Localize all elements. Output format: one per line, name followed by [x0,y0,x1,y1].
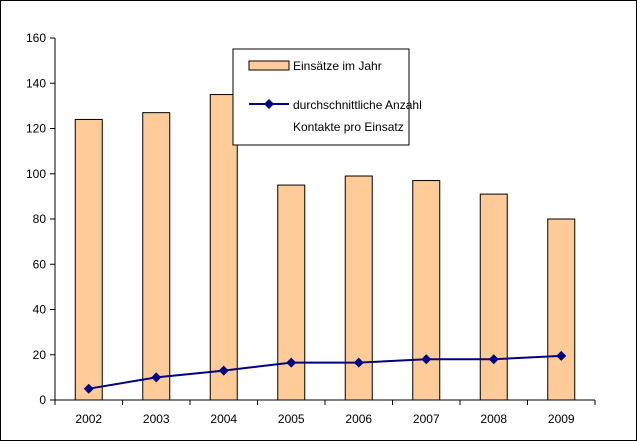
chart-legend: Einsätze im Jahr durchschnittliche Anzah… [232,48,422,146]
x-tick-label: 2008 [480,412,507,426]
bar [479,193,508,401]
line-point [556,350,567,361]
legend-label-line-2: Kontakte pro Einsatz [293,120,404,134]
x-tick-label: 2004 [210,412,237,426]
y-tick-label: 160 [26,31,46,45]
x-tick-label: 2005 [278,412,305,426]
x-tick-label: 2002 [75,412,102,426]
bar [547,218,576,401]
line-series [83,350,567,394]
line-point [421,354,432,365]
legend-label-line-1: durchschnittliche Anzahl [293,98,422,112]
line-point [83,383,94,394]
y-tick-label: 120 [26,122,46,136]
y-tick-label: 60 [33,257,47,271]
bar [412,180,441,401]
bar [277,184,306,401]
y-tick-label: 20 [33,348,47,362]
legend-label-bars: Einsätze im Jahr [293,59,382,73]
y-tick-label: 40 [33,303,47,317]
x-tick-label: 2003 [143,412,170,426]
x-tick-label: 2006 [345,412,372,426]
line-point [488,354,499,365]
bar [142,112,171,401]
line-point [286,357,297,368]
y-tick-label: 80 [33,212,47,226]
line-point [353,357,364,368]
chart-axes: 0 20 40 60 80 100 120 140 160 2002 2003 2004 2005 200… [26,31,596,426]
bar [74,118,103,401]
x-tick-label: 2007 [413,412,440,426]
y-tick-label: 140 [26,76,46,90]
x-tick-label: 2009 [548,412,575,426]
legend-line-marker [264,99,274,109]
legend-swatch-bars [248,60,290,71]
bar-series [74,94,576,401]
y-tick-label: 0 [39,393,46,407]
line-point [151,372,162,383]
y-tick-label: 100 [26,167,46,181]
line-point [218,365,229,376]
series-line [88,354,562,390]
